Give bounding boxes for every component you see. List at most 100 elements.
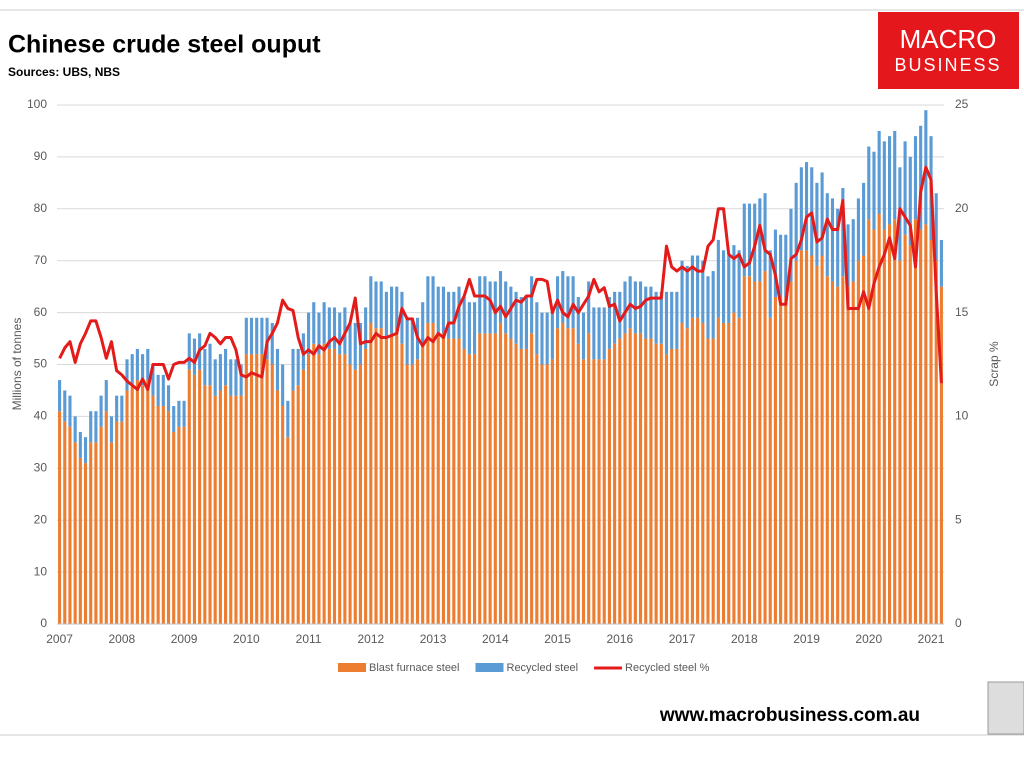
bar-segment: [576, 343, 580, 624]
bar-segment: [182, 400, 186, 427]
bar-segment: [317, 354, 321, 624]
bar-segment: [457, 286, 461, 339]
bar-segment: [887, 136, 892, 225]
bar-segment: [353, 369, 357, 624]
bar-segment: [514, 343, 518, 624]
bar-segment: [467, 302, 471, 355]
bar-segment: [141, 354, 145, 386]
bar-segment: [872, 151, 876, 230]
bar-segment: [473, 354, 477, 624]
bar-segment: [270, 364, 274, 624]
bar-segment: [877, 213, 881, 625]
bar-segment: [607, 348, 611, 624]
y-axis-label: Millions of tonnes: [10, 318, 24, 411]
bar-segment: [685, 265, 689, 329]
y-tick-label: 60: [34, 305, 48, 319]
bar-segment: [94, 442, 98, 624]
bar-segment: [613, 291, 617, 344]
bar-segment: [535, 354, 539, 624]
bar-segment: [213, 359, 217, 396]
bar-segment: [161, 406, 165, 624]
bar-segment: [773, 297, 777, 624]
bar-segment: [690, 255, 694, 318]
bar-segment: [628, 276, 632, 329]
bar-segment: [680, 322, 684, 624]
bar-segment: [825, 276, 829, 624]
bar-segment: [893, 130, 897, 220]
bar-segment: [696, 255, 700, 318]
bar-segment: [172, 431, 176, 624]
bar-segment: [716, 317, 720, 624]
bar-segment: [364, 348, 368, 624]
bar-segment: [498, 271, 503, 323]
y2-tick-label: 25: [955, 97, 969, 111]
bar-segment: [229, 395, 233, 624]
bar-segment: [125, 359, 129, 391]
bar-segment: [182, 426, 186, 624]
bar-segment: [312, 343, 316, 624]
bar-segment: [872, 229, 876, 624]
bar-segment: [99, 395, 103, 427]
bar-segment: [58, 411, 62, 624]
bar-segment: [836, 286, 840, 624]
bar-segment: [483, 276, 487, 334]
bar-segment: [447, 338, 451, 624]
bar-segment: [379, 281, 383, 329]
bar-segment: [218, 354, 222, 391]
bar-segment: [104, 411, 108, 624]
bar-segment: [893, 219, 897, 624]
bar-segment: [701, 322, 705, 624]
bar-segment: [504, 333, 508, 624]
bar-segment: [654, 291, 658, 344]
bar-segment: [664, 291, 669, 355]
bar-segment: [286, 437, 290, 624]
bar-segment: [400, 291, 404, 344]
bar-segment: [208, 343, 212, 386]
y-tick-label: 100: [27, 97, 47, 111]
bar-segment: [550, 359, 554, 624]
bar-segment: [395, 333, 399, 624]
bar-segment: [332, 348, 337, 624]
bar-segment: [405, 317, 409, 365]
bar-segment: [493, 333, 497, 624]
bar-segment: [78, 431, 82, 458]
y-tick-label: 50: [34, 357, 48, 371]
bar-segment: [846, 286, 850, 624]
bar-segment: [649, 338, 653, 624]
bar-segment: [431, 276, 435, 323]
bar-segment: [115, 395, 119, 422]
bar-segment: [156, 406, 160, 624]
bar-segment: [488, 333, 492, 624]
bar-segment: [913, 219, 918, 624]
bar-segment: [680, 260, 684, 323]
bar-segment: [187, 333, 191, 370]
x-tick-label: 2007: [46, 632, 73, 646]
y-tick-label: 70: [34, 253, 48, 267]
bar-segment: [265, 359, 269, 624]
bar-segment: [903, 234, 907, 624]
bar-segment: [618, 338, 622, 624]
bar-segment: [208, 385, 212, 624]
bar-segment: [830, 198, 835, 282]
x-tick-label: 2012: [357, 632, 384, 646]
bar-segment: [597, 307, 601, 360]
bar-segment: [908, 156, 912, 246]
bar-segment: [498, 322, 503, 624]
bar-segment: [441, 286, 445, 334]
bar-segment: [172, 406, 176, 432]
bar-segment: [307, 312, 311, 355]
bar-segment: [89, 442, 93, 624]
y-tick-label: 30: [34, 460, 48, 474]
bar-segment: [151, 364, 155, 396]
bar-segment: [592, 359, 596, 624]
bar-segment: [239, 395, 243, 624]
bar-segment: [281, 406, 285, 624]
bar-segment: [291, 390, 295, 624]
bar-segment: [701, 260, 705, 323]
x-tick-label: 2017: [669, 632, 696, 646]
bar-segment: [467, 354, 471, 624]
bar-segment: [696, 317, 700, 624]
bar-segment: [63, 390, 67, 422]
y-tick-label: 80: [34, 201, 48, 215]
bar-segment: [623, 333, 627, 624]
